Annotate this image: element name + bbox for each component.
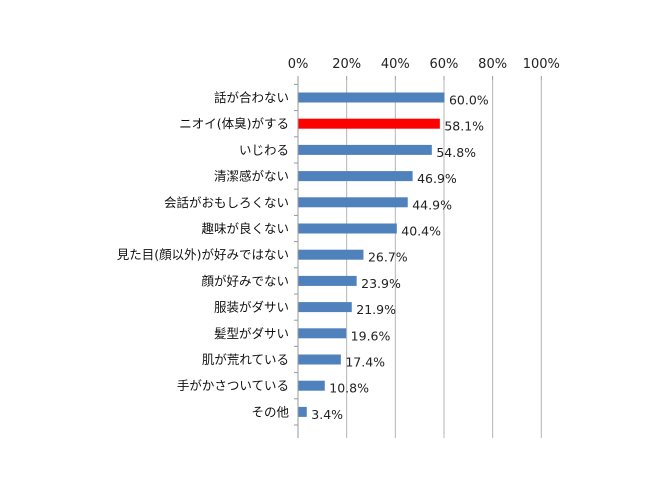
bar bbox=[298, 223, 397, 234]
category-label: いじわる bbox=[239, 142, 289, 157]
bar bbox=[298, 144, 432, 155]
bar bbox=[298, 118, 440, 129]
category-label: 趣味が良くない bbox=[201, 221, 289, 236]
category-label: 服装がダサい bbox=[214, 300, 289, 315]
bar bbox=[298, 302, 352, 313]
data-label: 54.8% bbox=[436, 145, 476, 160]
data-label: 46.9% bbox=[417, 171, 457, 186]
category-label: 手がかさついている bbox=[177, 378, 289, 393]
bar bbox=[298, 197, 408, 208]
bar bbox=[298, 328, 347, 339]
category-label: 話が合わない bbox=[214, 90, 289, 105]
data-label: 23.9% bbox=[361, 276, 401, 291]
data-labels: 60.0% 58.1% 54.8% 46.9% 44.9% 40.4% 26.7% 23.9%… bbox=[311, 93, 489, 422]
data-label: 40.4% bbox=[401, 224, 441, 239]
x-tick-label: 80% bbox=[478, 57, 507, 72]
x-tick-label: 60% bbox=[430, 57, 459, 72]
gridlines bbox=[297, 80, 542, 438]
bar bbox=[298, 92, 445, 103]
bar bbox=[298, 354, 341, 365]
category-label: ニオイ(体臭)がする bbox=[179, 116, 289, 131]
data-label: 60.0% bbox=[449, 93, 489, 108]
category-label: 清潔感がない bbox=[214, 169, 289, 184]
data-label: 44.9% bbox=[412, 197, 452, 212]
x-tick-label: 100% bbox=[523, 57, 560, 72]
data-label: 3.4% bbox=[311, 407, 343, 422]
data-label: 17.4% bbox=[345, 355, 385, 370]
data-label: 19.6% bbox=[351, 328, 391, 343]
category-label: 髪型がダサい bbox=[214, 326, 289, 341]
category-label: 会話がおもしろくない bbox=[164, 195, 289, 210]
bar bbox=[298, 171, 413, 182]
data-label: 21.9% bbox=[356, 302, 396, 317]
category-label: 肌が荒れている bbox=[202, 352, 289, 367]
data-label: 58.1% bbox=[444, 119, 484, 134]
bar bbox=[298, 249, 364, 260]
data-label: 10.8% bbox=[329, 381, 369, 396]
bar bbox=[298, 406, 307, 417]
category-label: 顔が好みでない bbox=[201, 273, 289, 288]
bar bbox=[298, 380, 325, 391]
x-tick-label: 0% bbox=[288, 57, 309, 72]
category-label: その他 bbox=[251, 404, 289, 419]
x-tick-label: 40% bbox=[381, 57, 410, 72]
category-label: 見た目(顔以外)が好みではない bbox=[117, 247, 289, 262]
x-axis-ticks: 0% 20% 40% 60% 80% 100% bbox=[288, 57, 560, 426]
bar bbox=[298, 275, 357, 286]
category-labels: 話が合わないニオイ(体臭)がするいじわる清潔感がない会話がおもしろくない趣味が良… bbox=[117, 90, 290, 419]
bars bbox=[298, 92, 445, 417]
x-tick-label: 20% bbox=[332, 57, 361, 72]
data-label: 26.7% bbox=[368, 250, 408, 265]
